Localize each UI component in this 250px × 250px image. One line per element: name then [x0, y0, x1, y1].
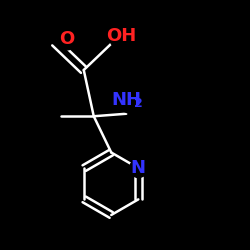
Text: O: O [58, 30, 74, 48]
Text: N: N [131, 159, 146, 177]
Text: 2: 2 [134, 97, 143, 110]
Text: OH: OH [106, 27, 136, 45]
Text: NH: NH [111, 91, 141, 109]
